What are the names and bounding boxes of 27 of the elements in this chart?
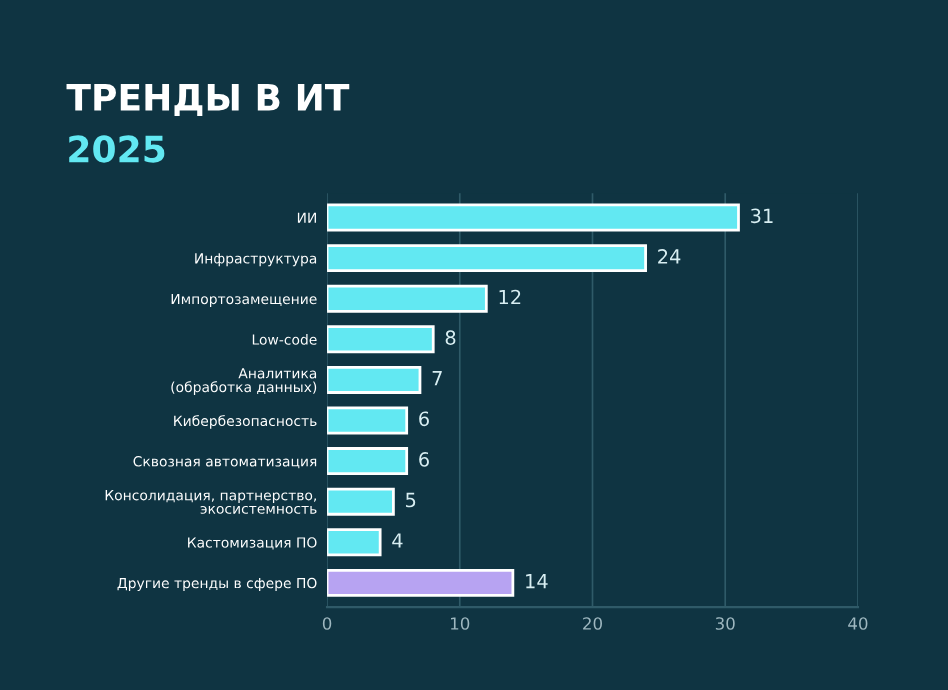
data-label: 8 bbox=[445, 330, 456, 345]
bar bbox=[327, 244, 647, 273]
data-label: 12 bbox=[499, 289, 521, 305]
bar bbox=[327, 325, 435, 354]
bar bbox=[327, 203, 740, 232]
data-label: 4 bbox=[392, 533, 403, 548]
bar bbox=[327, 406, 409, 435]
bar bbox=[327, 568, 515, 597]
x-tick-label: 10 bbox=[451, 617, 470, 630]
x-tick-label: 20 bbox=[583, 617, 602, 630]
x-tick-label: 40 bbox=[848, 617, 868, 630]
bar bbox=[327, 487, 395, 516]
data-label: 7 bbox=[432, 371, 442, 386]
data-label: 24 bbox=[658, 249, 681, 264]
x-tick-label: 0 bbox=[322, 617, 332, 630]
data-label: 14 bbox=[526, 574, 548, 589]
data-label: 6 bbox=[419, 411, 429, 427]
chart-title: ТРЕНДЫ В ИТ bbox=[66, 84, 350, 117]
x-tick-label: 30 bbox=[715, 617, 735, 630]
data-label: 5 bbox=[406, 492, 416, 508]
bar bbox=[327, 447, 409, 476]
bar bbox=[327, 365, 422, 394]
bar bbox=[327, 528, 382, 557]
data-label: 6 bbox=[419, 452, 429, 467]
bar bbox=[327, 284, 488, 313]
chart-subtitle: 2025 bbox=[69, 135, 165, 163]
data-label: 31 bbox=[751, 208, 773, 224]
